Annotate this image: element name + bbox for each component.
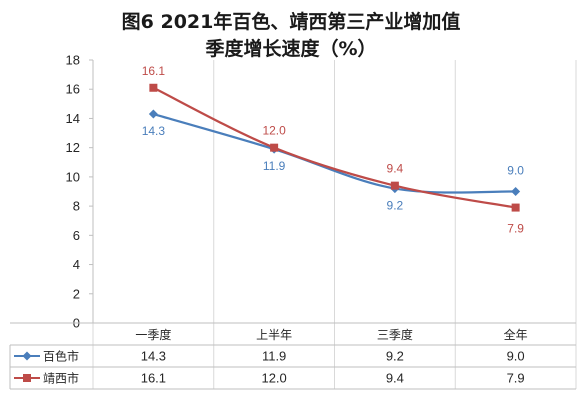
- y-tick-label: 6: [73, 228, 80, 243]
- data-label: 11.9: [263, 159, 286, 173]
- table-cell-value: 7.9: [507, 371, 525, 386]
- data-point-marker: [270, 143, 279, 152]
- series-line: [152, 86, 516, 209]
- table-cell-value: 12.0: [261, 371, 286, 386]
- y-tick-label: 16: [66, 82, 80, 97]
- data-label: 9.0: [507, 164, 524, 178]
- data-label: 14.3: [142, 124, 166, 138]
- data-label: 9.4: [387, 162, 404, 176]
- table-cell-value: 9.0: [507, 349, 525, 364]
- x-category-label: 一季度: [135, 327, 171, 342]
- y-tick-label: 14: [66, 111, 80, 126]
- data-point-marker: [390, 181, 399, 190]
- data-point-marker: [511, 187, 521, 196]
- data-point-marker: [511, 203, 520, 212]
- data-labels: 14.3 11.9 9.2 9.0 16.1 12.0 9.4 7.9: [142, 64, 525, 236]
- table-cell-value: 16.1: [141, 371, 166, 386]
- series-layer: [148, 83, 521, 212]
- y-tick-label: 4: [73, 257, 80, 272]
- x-category-label: 上半年: [256, 328, 292, 342]
- legend-entry-label: 百色市: [43, 349, 79, 364]
- data-point-marker: [148, 109, 158, 119]
- series-line: [153, 112, 516, 194]
- data-label: 12.0: [262, 124, 286, 138]
- x-category-label: 三季度: [377, 327, 413, 342]
- chart-title-line-1: 图6 2021年百色、靖西第三产业增加值: [122, 10, 461, 33]
- data-label: 16.1: [142, 64, 166, 78]
- y-tick-label: 8: [73, 199, 80, 214]
- legend-entry-label: 靖西市: [43, 371, 79, 386]
- legend-key-marker: [23, 374, 31, 382]
- table-cell-value: 11.9: [262, 349, 286, 364]
- data-label: 9.2: [387, 199, 404, 213]
- table-cell-value: 9.2: [386, 349, 404, 364]
- y-tick-label: 12: [66, 140, 80, 155]
- y-tick-label: 2: [73, 286, 80, 301]
- chart-title-line-2: 季度增长速度（%）: [205, 37, 376, 60]
- legend-key-marker: [22, 351, 32, 361]
- y-tick-label: 18: [66, 53, 80, 68]
- table-cell-value: 14.3: [141, 349, 166, 364]
- data-point-marker: [149, 83, 158, 92]
- table-cell-value: 9.4: [386, 371, 404, 386]
- x-category-label: 全年: [504, 327, 528, 342]
- y-tick-label: 10: [66, 169, 80, 184]
- data-label: 7.9: [507, 222, 524, 236]
